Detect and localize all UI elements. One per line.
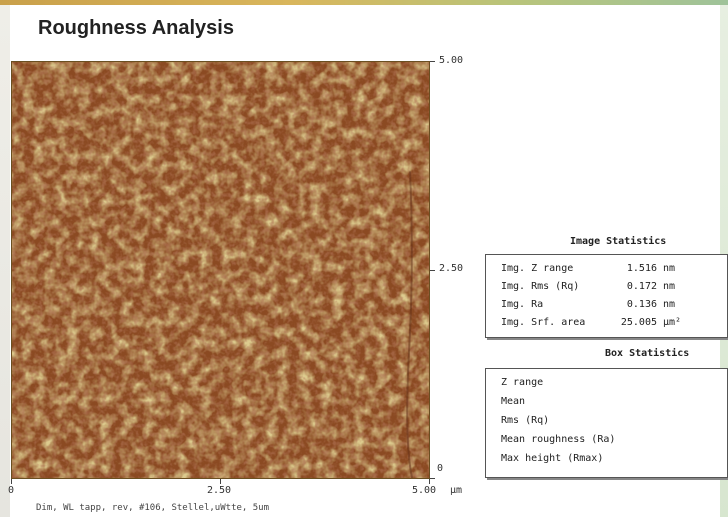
y-tick-label-bottom: 0 [437,463,444,474]
stat-row-surface-area: Img. Srf. area 25.005 µm² [501,317,683,328]
x-axis-unit: µm [450,485,463,496]
box-stat-mean: Mean [501,396,526,407]
afm-height-image[interactable] [11,61,430,479]
page-title: Roughness Analysis [38,17,234,39]
box-stat-max-height: Max height (Rmax) [501,453,604,464]
x-tick-mid [220,479,221,484]
x-tick-label-right: 5.00 [412,485,437,496]
y-tick-bottom [430,478,435,479]
left-margin-strip [0,5,10,517]
image-statistics-panel: Img. Z range 1.516 nm Img. Rms (Rq) 0.172 nm… [485,254,728,338]
y-tick-mid [430,270,435,271]
stat-value: 0.172 [626,281,657,292]
x-tick-label-mid: 2.50 [207,485,232,496]
y-tick-label-top: 5.00 [439,55,464,66]
y-tick-top [430,61,435,62]
stat-value: 1.516 [626,263,657,274]
x-tick-right [429,479,430,484]
stat-unit: nm [663,299,676,310]
box-statistics-title: Box Statistics [605,348,690,359]
stat-unit: nm [663,281,676,292]
y-tick-label-mid: 2.50 [439,263,464,274]
stat-unit: nm [663,263,676,274]
stat-label: Img. Rms (Rq) [501,281,580,292]
y-axis-right: 5.00 2.50 0 [430,55,490,481]
stat-value: 0.136 [626,299,657,310]
afm-texture [12,62,429,478]
x-axis-bottom: 0 2.50 5.00 µm [8,479,481,499]
x-tick-left [11,479,12,484]
stat-value: 25.005 [620,317,657,328]
box-stat-rms: Rms (Rq) [501,415,550,426]
stat-label: Img. Z range [501,263,574,274]
stat-label: Img. Ra [501,299,544,310]
stat-unit: µm² [663,317,682,328]
stat-label: Img. Srf. area [501,317,586,328]
box-stat-mean-roughness: Mean roughness (Ra) [501,434,616,445]
x-tick-label-left: 0 [8,485,15,496]
stat-row-rms: Img. Rms (Rq) 0.172 nm [501,281,683,292]
box-statistics-panel: Z range Mean Rms (Rq) Mean roughness (Ra… [485,368,728,478]
image-statistics-title: Image Statistics [570,236,667,247]
box-stat-z-range: Z range [501,377,544,388]
image-caption: Dim, WL tapp, rev, #106, Stellel,uWtte, … [36,503,269,513]
top-accent-strip [0,0,728,5]
stat-row-z-range: Img. Z range 1.516 nm [501,263,683,274]
stat-row-ra: Img. Ra 0.136 nm [501,299,683,310]
